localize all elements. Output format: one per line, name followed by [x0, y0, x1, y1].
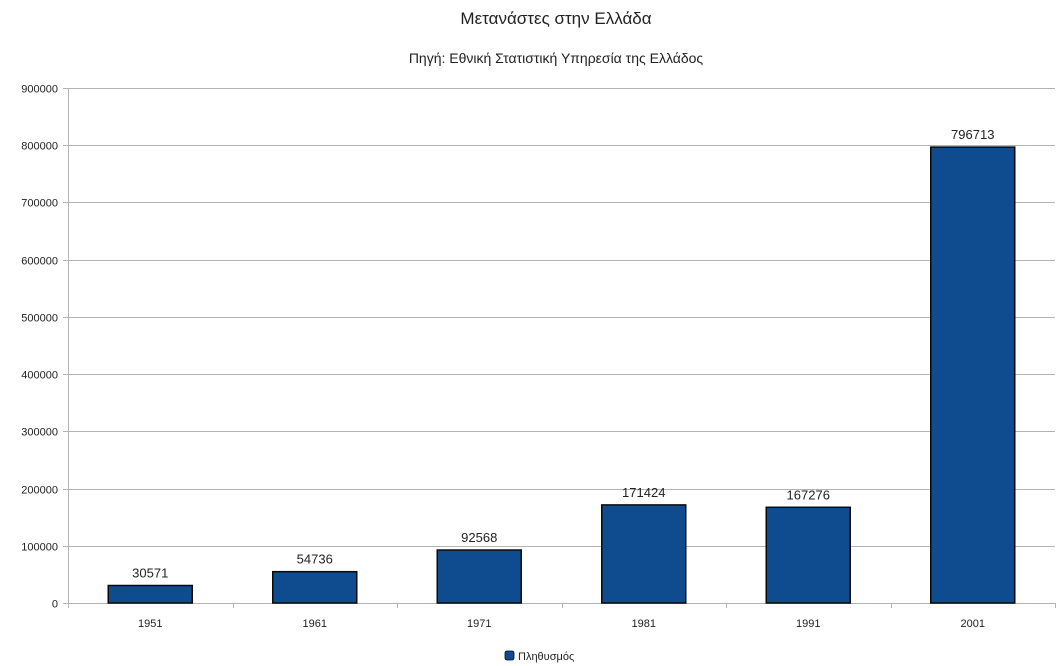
- y-tick-label: 900000: [21, 84, 58, 96]
- x-tick-label-1991: 1991: [796, 618, 820, 630]
- y-tick-label: 400000: [21, 370, 58, 382]
- data-label-1951: 30571: [132, 566, 168, 581]
- y-tick-label: 500000: [21, 313, 58, 325]
- bars: [107, 146, 1016, 604]
- chart-subtitle: Πηγή: Εθνική Στατιστική Υπηρεσία της Ελλ…: [409, 50, 704, 66]
- y-tick-label: 300000: [21, 427, 58, 439]
- legend-swatch: [504, 650, 515, 661]
- data-labels: 30571 54736 92568 171424 167276 796713: [132, 127, 994, 580]
- x-tick-label-1951: 1951: [138, 618, 162, 630]
- y-tick-label: 0: [52, 599, 58, 611]
- data-label-1971: 92568: [461, 530, 497, 545]
- legend-label-population: Πληθυσμός: [518, 651, 574, 663]
- x-tick-label-2001: 2001: [961, 618, 985, 630]
- bar-1981: [601, 504, 687, 604]
- data-label-2001: 796713: [951, 127, 994, 142]
- x-tick-label-1981: 1981: [632, 618, 656, 630]
- bar-2001: [930, 146, 1016, 604]
- bar-1971: [436, 549, 522, 604]
- bar-1951: [107, 584, 193, 604]
- x-tick-label-1961: 1961: [303, 618, 327, 630]
- x-tick-label-1971: 1971: [467, 618, 491, 630]
- y-tick-label: 200000: [21, 485, 58, 497]
- y-tick-label: 100000: [21, 542, 58, 554]
- data-label-1981: 171424: [622, 485, 665, 500]
- chart-title: Μετανάστες στην Ελλάδα: [460, 9, 651, 28]
- data-label-1961: 54736: [297, 552, 333, 567]
- bar-1991: [765, 506, 851, 604]
- data-label-1991: 167276: [787, 487, 830, 502]
- y-tick-label: 800000: [21, 141, 58, 153]
- axes: 0 100000 200000 300000 400000 500000 600000 700…: [21, 84, 1056, 630]
- legend: Πληθυσμός: [504, 650, 574, 663]
- bar-1961: [272, 570, 358, 604]
- gridlines: [63, 88, 1055, 604]
- y-tick-label: 600000: [21, 256, 58, 268]
- y-tick-label: 700000: [21, 198, 58, 210]
